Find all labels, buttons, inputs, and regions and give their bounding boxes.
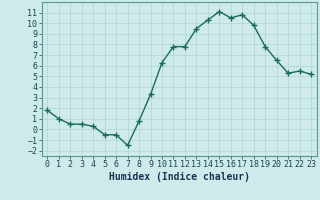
X-axis label: Humidex (Indice chaleur): Humidex (Indice chaleur) bbox=[109, 172, 250, 182]
